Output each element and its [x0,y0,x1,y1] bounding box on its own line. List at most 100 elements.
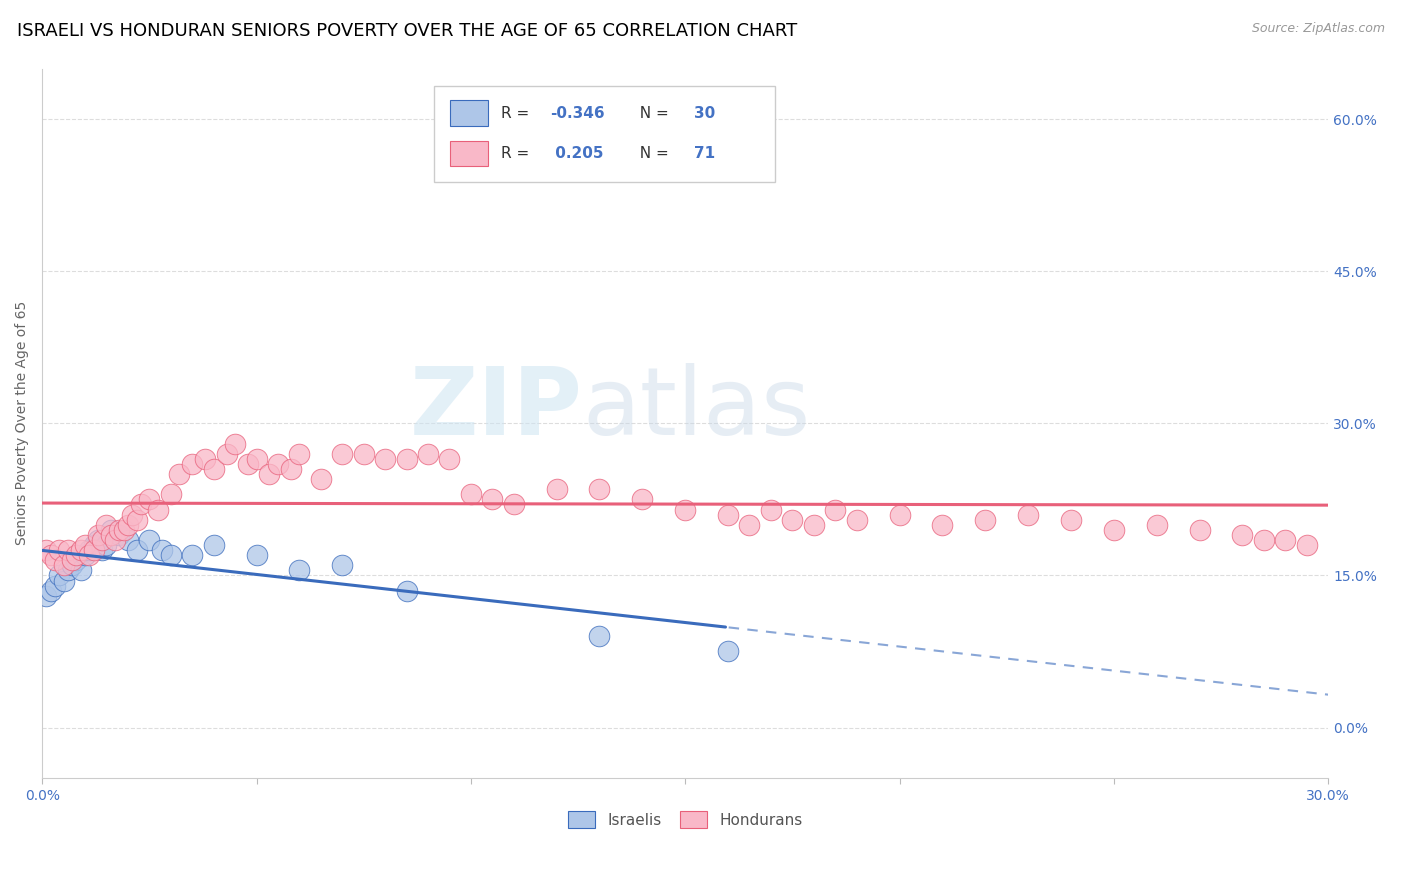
Point [181,457,204,471]
Point [194,451,217,466]
Point [245,451,267,466]
Point [502,498,524,512]
Text: 71: 71 [695,146,716,161]
Point [738,517,761,532]
Point [48,568,70,582]
Point [330,447,353,461]
Point [416,447,439,461]
Point [108,523,131,537]
Point [374,451,396,466]
Point [1146,517,1168,532]
Point [83,538,105,552]
Point [150,543,173,558]
Point [824,502,846,516]
Point [259,467,281,481]
Point [73,538,96,552]
Point [931,517,953,532]
Point [782,513,804,527]
Point [395,451,418,466]
Text: Source: ZipAtlas.com: Source: ZipAtlas.com [1251,22,1385,36]
Point [125,513,148,527]
Point [121,508,143,522]
Point [159,487,181,501]
Point [96,517,118,532]
Point [1295,538,1317,552]
Point [803,517,825,532]
Point [309,472,332,486]
Point [35,543,58,558]
Point [52,558,75,573]
Point [129,498,152,512]
Point [1274,533,1296,547]
Text: -0.346: -0.346 [550,106,605,120]
Point [79,543,101,558]
Point [87,528,110,542]
Text: R =: R = [502,106,534,120]
Point [181,548,204,562]
Point [44,553,66,567]
Point [631,492,654,507]
Point [117,533,139,547]
Point [280,462,302,476]
Point [100,523,122,537]
Y-axis label: Seniors Poverty Over the Age of 65: Seniors Poverty Over the Age of 65 [15,301,30,546]
Point [288,447,311,461]
Text: 30: 30 [695,106,716,120]
Point [202,538,225,552]
Point [108,528,131,542]
Point [1253,533,1275,547]
Point [39,583,62,598]
Point [889,508,911,522]
Point [481,492,503,507]
Point [159,548,181,562]
Point [245,548,267,562]
Point [69,563,91,577]
Point [588,629,610,643]
Text: N =: N = [630,106,673,120]
Point [60,558,83,573]
Point [60,553,83,567]
Text: 0.205: 0.205 [550,146,603,161]
Point [48,543,70,558]
Point [974,513,997,527]
Point [1232,528,1254,542]
Point [169,467,191,481]
FancyBboxPatch shape [434,87,775,182]
Point [395,583,418,598]
Point [845,513,868,527]
Point [439,451,461,466]
Point [44,578,66,592]
Point [117,517,139,532]
Point [524,102,547,116]
Point [125,543,148,558]
Point [236,457,259,471]
Point [52,574,75,588]
Point [267,457,290,471]
Text: R =: R = [502,146,534,161]
Point [1102,523,1125,537]
Point [330,558,353,573]
Point [79,548,101,562]
Point [546,483,568,497]
FancyBboxPatch shape [450,101,488,126]
Point [588,483,610,497]
Text: N =: N = [630,146,673,161]
Point [87,533,110,547]
FancyBboxPatch shape [450,141,488,167]
Point [56,543,79,558]
Point [460,487,482,501]
Point [1017,508,1039,522]
Point [56,563,79,577]
Text: ZIP: ZIP [409,363,582,455]
Text: atlas: atlas [582,363,811,455]
Point [717,644,740,658]
Point [224,436,246,450]
Point [91,533,114,547]
Point [65,548,87,562]
Point [104,533,127,547]
Point [100,528,122,542]
Point [39,548,62,562]
Text: ISRAELI VS HONDURAN SENIORS POVERTY OVER THE AGE OF 65 CORRELATION CHART: ISRAELI VS HONDURAN SENIORS POVERTY OVER… [17,22,797,40]
Point [69,543,91,558]
Point [215,447,238,461]
